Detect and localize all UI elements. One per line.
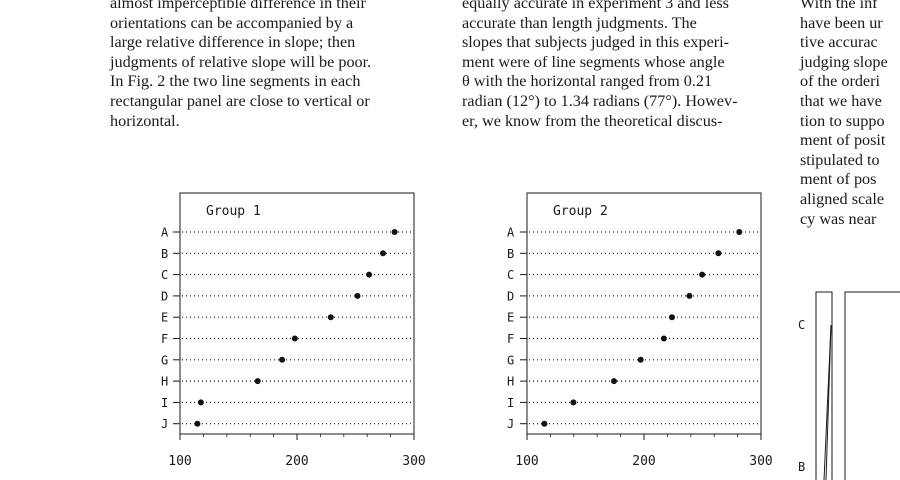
data-point — [699, 271, 706, 278]
right-figure-panel-right — [844, 291, 900, 480]
x-tick-label: 300 — [402, 454, 425, 469]
text-line: With the inf — [800, 0, 878, 12]
x-tick-label: 100 — [515, 454, 538, 469]
data-point — [715, 250, 722, 257]
category-label: E — [507, 311, 514, 325]
text-line: ment were of line segments whose angle — [462, 52, 725, 71]
category-label: G — [161, 353, 168, 367]
category-label: D — [161, 289, 168, 303]
data-point — [327, 314, 334, 321]
category-label: B — [507, 247, 514, 261]
data-point — [637, 356, 644, 363]
data-point — [611, 378, 617, 385]
text-line: slopes that subjects judged in this expe… — [462, 33, 730, 52]
x-tick-label: 100 — [168, 454, 191, 469]
category-label: G — [507, 353, 514, 367]
category-label: J — [161, 417, 168, 431]
text-column-right: With the inf have been ur tive accurac judg… — [800, 0, 900, 229]
text-line: aligned scale — [800, 189, 885, 208]
category-label: H — [507, 375, 514, 389]
category-label: E — [161, 311, 168, 325]
category-label: J — [507, 417, 514, 431]
text-line: judgments of relative slope will be poor… — [110, 52, 372, 71]
text-line: of the orderi — [800, 72, 881, 91]
right-partial-figure: C B — [798, 291, 900, 480]
category-label: D — [507, 289, 514, 303]
data-point — [669, 314, 675, 321]
text-column-left: almost imperceptible difference in their… — [110, 0, 442, 131]
right-figure-label-c: C — [798, 318, 805, 332]
category-label: I — [507, 396, 514, 410]
category-label: H — [161, 375, 168, 389]
data-point — [660, 335, 667, 342]
text-line: tion to suppo — [800, 111, 885, 130]
chart-title: Group 1 — [206, 204, 261, 219]
chart-frame — [526, 192, 762, 435]
text-line: θ with the horizontal ranged from 0.21 — [462, 72, 713, 91]
text-line: accurate than length judgments. The — [462, 13, 697, 32]
category-label: F — [161, 332, 168, 346]
text-line: ment of posit — [800, 131, 886, 150]
data-point — [686, 292, 693, 299]
category-label: B — [161, 247, 168, 261]
category-label: C — [507, 268, 514, 282]
data-point — [197, 399, 204, 406]
text-line: that we have — [800, 91, 882, 110]
data-point — [194, 420, 201, 427]
data-point — [380, 250, 386, 257]
text-line: judging slope — [800, 52, 888, 71]
text-line: In Fig. 2 the two line segments in each — [110, 72, 361, 91]
x-tick-label: 200 — [632, 454, 655, 469]
chart-title: Group 2 — [553, 204, 608, 219]
text-line: radian (12°) to 1.34 radians (77°). Howe… — [462, 91, 738, 110]
category-label: F — [507, 332, 514, 346]
data-point — [541, 420, 548, 427]
text-line: tive accurac — [800, 33, 878, 52]
right-figure-segment — [825, 324, 832, 480]
data-point — [354, 292, 361, 299]
category-label: I — [161, 396, 168, 410]
x-tick-label: 200 — [285, 454, 308, 469]
data-point — [570, 399, 577, 406]
data-point — [291, 335, 298, 342]
text-line: er, we know from the theoretical discus- — [462, 111, 723, 130]
text-line: cy was near — [800, 209, 877, 228]
category-label: C — [161, 268, 168, 282]
text-line: almost imperceptible difference in their — [110, 0, 366, 12]
text-line: ment of pos — [800, 170, 877, 189]
text-line: large relative difference in slope; then — [110, 33, 356, 52]
data-point — [254, 378, 261, 385]
data-point — [736, 229, 743, 235]
category-label: A — [507, 226, 515, 240]
data-point — [279, 356, 286, 363]
text-line: orientations can be accompanied by a — [110, 13, 354, 32]
right-figure-label-b: B — [798, 460, 805, 474]
data-point — [391, 229, 398, 235]
x-tick-label: 300 — [749, 454, 772, 469]
text-line: stipulated to — [800, 150, 880, 169]
text-line: horizontal. — [110, 111, 180, 130]
category-label: A — [161, 226, 169, 240]
right-figure-panel-left — [815, 291, 833, 480]
text-column-middle: equally accurate in experiment 3 and les… — [462, 0, 778, 131]
text-line: have been ur — [800, 13, 883, 32]
text-line: equally accurate in experiment 3 and les… — [462, 0, 729, 12]
data-point — [366, 271, 373, 278]
chart-frame — [179, 192, 415, 435]
text-line: rectangular panel are close to vertical … — [110, 91, 370, 110]
